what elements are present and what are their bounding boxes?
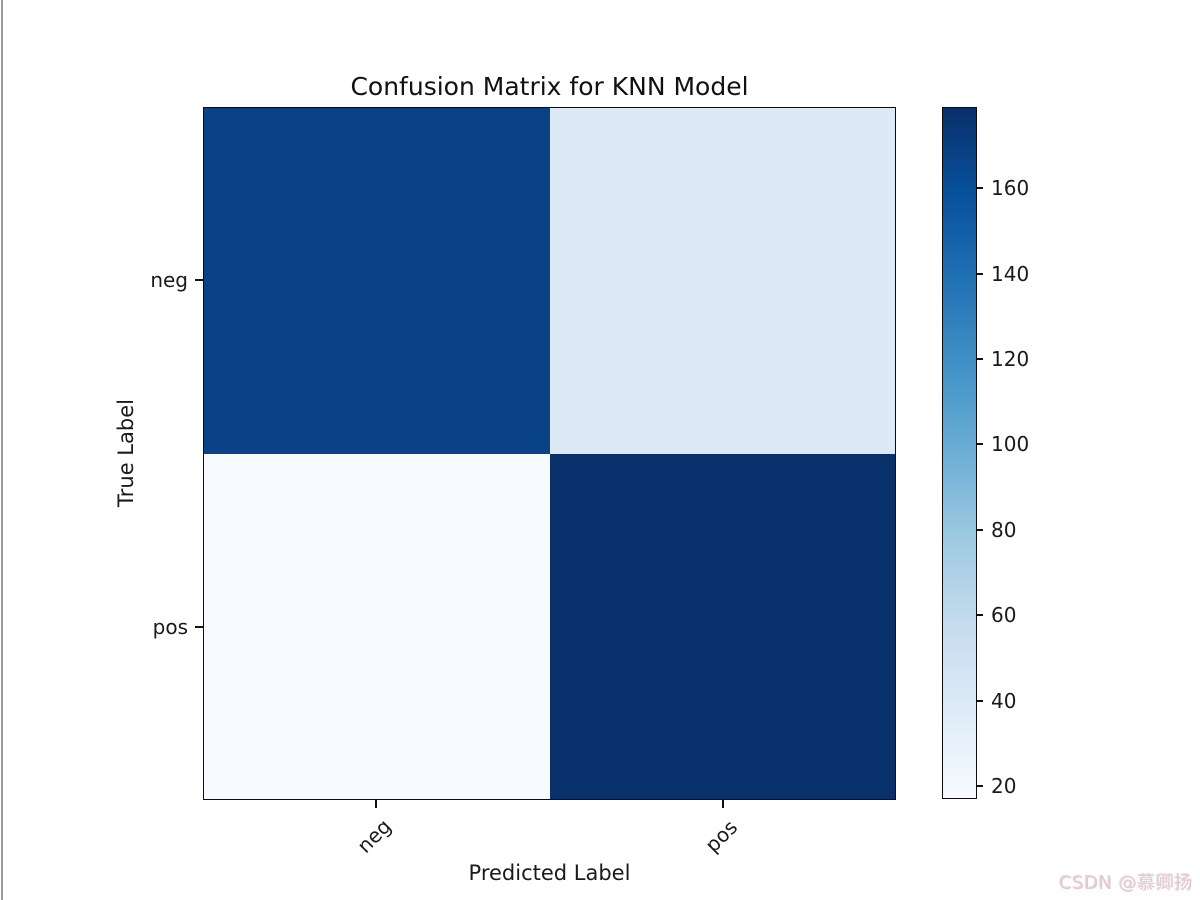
colorbar-tick-label-20: 20 xyxy=(991,774,1017,799)
heatmap-cell-neg-neg xyxy=(204,108,550,454)
heatmap-grid xyxy=(204,108,895,799)
tick-mark xyxy=(977,785,983,788)
tick-mark xyxy=(977,272,983,275)
colorbar-tick-label-40: 40 xyxy=(991,688,1017,713)
tick-mark xyxy=(195,279,203,282)
colorbar-tick-label-100: 100 xyxy=(991,432,1030,457)
tick-mark xyxy=(977,699,983,702)
colorbar xyxy=(942,107,977,799)
tick-mark xyxy=(977,358,983,361)
window-edge-line xyxy=(1,0,3,900)
x-axis-label: Predicted Label xyxy=(468,861,631,885)
y-axis-label: True Label xyxy=(114,399,138,507)
colorbar-tick-label-140: 140 xyxy=(991,261,1030,286)
heatmap-cell-pos-neg xyxy=(204,453,550,799)
x-tick-label-pos: pos xyxy=(699,815,742,857)
heatmap-plot-area xyxy=(203,107,896,800)
x-tick-label-neg: neg xyxy=(352,814,397,858)
csdn-watermark: CSDN @慕卿扬 xyxy=(1059,873,1193,894)
heatmap-cell-pos-pos xyxy=(549,453,895,799)
tick-mark xyxy=(375,800,378,808)
tick-mark xyxy=(977,443,983,446)
tick-mark xyxy=(977,614,983,617)
tick-mark xyxy=(977,187,983,190)
colorbar-tick-label-120: 120 xyxy=(991,347,1030,372)
colorbar-tick-label-60: 60 xyxy=(991,603,1017,628)
colorbar-tick-label-160: 160 xyxy=(991,176,1030,201)
colorbar-tick-label-80: 80 xyxy=(991,517,1017,542)
tick-mark xyxy=(977,528,983,531)
heatmap-cell-neg-pos xyxy=(549,108,895,454)
chart-title: Confusion Matrix for KNN Model xyxy=(350,72,749,101)
y-tick-label-neg: neg xyxy=(150,268,188,293)
tick-mark xyxy=(721,800,724,808)
y-tick-label-pos: pos xyxy=(152,614,188,639)
tick-mark xyxy=(195,625,203,628)
